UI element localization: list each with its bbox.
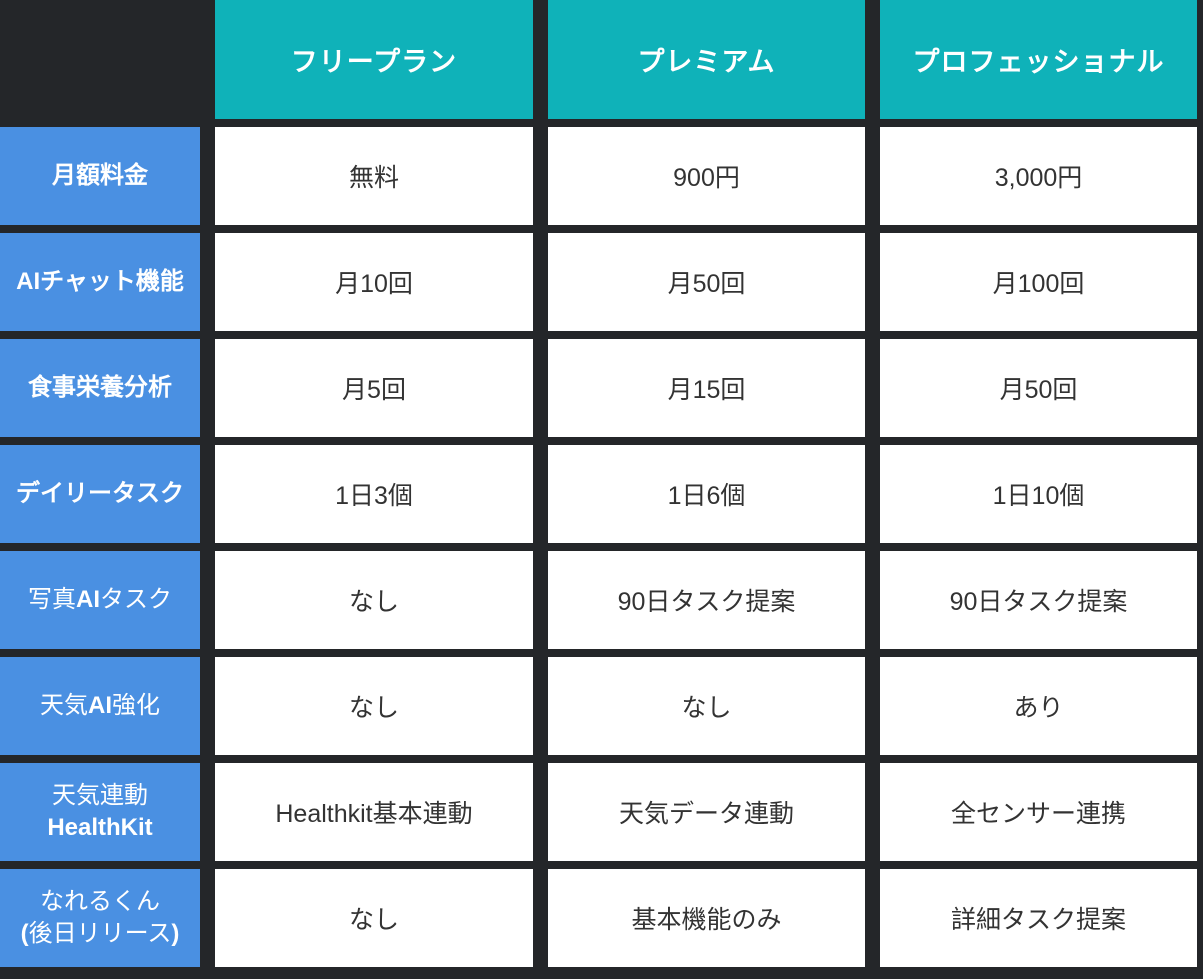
value-cell: 1日10個 [880, 445, 1197, 543]
value-cell: 天気データ連動 [548, 763, 865, 861]
feature-label: 天気AI強化 [0, 690, 200, 722]
value-cell: Healthkit基本連動 [215, 763, 533, 861]
feature-label-segment: 天気連動 [52, 781, 148, 809]
feature-label-segment: ( [20, 920, 29, 947]
feature-label-segment: HealthKit [47, 814, 153, 841]
feature-label-cell: 月額料金 [0, 127, 200, 225]
feature-label-segment: 食事栄養分析 [28, 373, 172, 401]
feature-label-segment: デイリータスク [16, 479, 184, 507]
value-cell: 90日タスク提案 [548, 551, 865, 649]
feature-label-segment: 月額料金 [52, 161, 148, 189]
value-cell: 月15回 [548, 339, 865, 437]
feature-label-cell: 天気連動 HealthKit [0, 763, 200, 861]
value-cell: あり [880, 657, 1197, 755]
feature-label-cell: デイリータスク [0, 445, 200, 543]
value-cell: 90日タスク提案 [880, 551, 1197, 649]
value-cell: 1日3個 [215, 445, 533, 543]
feature-label: 食事栄養分析 [0, 372, 200, 404]
feature-label-segment: 後日リリース [28, 920, 172, 947]
value-cell: なし [215, 551, 533, 649]
feature-label-segment: AI [76, 585, 100, 613]
plan-header-label: プレミアム [637, 47, 776, 77]
plan-header-label: プロフェッショナル [912, 47, 1165, 77]
feature-label: 月額料金 [0, 160, 200, 192]
value-cell: 月5回 [215, 339, 533, 437]
value-cell: 月50回 [880, 339, 1197, 437]
corner-cell [0, 0, 200, 119]
feature-label-cell: なれるくん (後日リリース) [0, 869, 200, 967]
feature-label-segment: 天気 [40, 691, 88, 719]
feature-label-segment: ) [171, 920, 180, 947]
plan-header-label: フリープラン [290, 47, 458, 77]
value-cell: 無料 [215, 127, 533, 225]
feature-label: デイリータスク [0, 478, 200, 510]
value-cell: なし [548, 657, 865, 755]
value-cell: なし [215, 657, 533, 755]
value-cell: 基本機能のみ [548, 869, 865, 967]
feature-label: 写真AIタスク [0, 584, 200, 616]
feature-label-segment: 写真 [28, 585, 76, 613]
feature-label-segment: 強化 [112, 691, 160, 719]
plan-header-cell: フリープラン [215, 0, 533, 119]
value-cell: 月50回 [548, 233, 865, 331]
value-cell: 詳細タスク提案 [880, 869, 1197, 967]
plan-header-cell: プロフェッショナル [880, 0, 1197, 119]
value-cell: 月10回 [215, 233, 533, 331]
value-cell: 1日6個 [548, 445, 865, 543]
feature-label-segment: AI [88, 691, 112, 719]
plan-header-cell: プレミアム [548, 0, 865, 119]
feature-label-segment: AIチャット機能 [16, 267, 184, 295]
feature-label: なれるくん (後日リリース) [0, 886, 200, 951]
feature-label: 天気連動 HealthKit [0, 780, 200, 845]
value-cell: 全センサー連携 [880, 763, 1197, 861]
feature-label-cell: 食事栄養分析 [0, 339, 200, 437]
feature-label-cell: AIチャット機能 [0, 233, 200, 331]
feature-label-cell: 天気AI強化 [0, 657, 200, 755]
value-cell: なし [215, 869, 533, 967]
feature-label-segment: なれるくん [40, 887, 160, 915]
feature-label: AIチャット機能 [0, 266, 200, 298]
value-cell: 3,000円 [880, 127, 1197, 225]
value-cell: 月100回 [880, 233, 1197, 331]
value-cell: 900円 [548, 127, 865, 225]
feature-label-cell: 写真AIタスク [0, 551, 200, 649]
feature-label-segment: タスク [100, 585, 172, 613]
